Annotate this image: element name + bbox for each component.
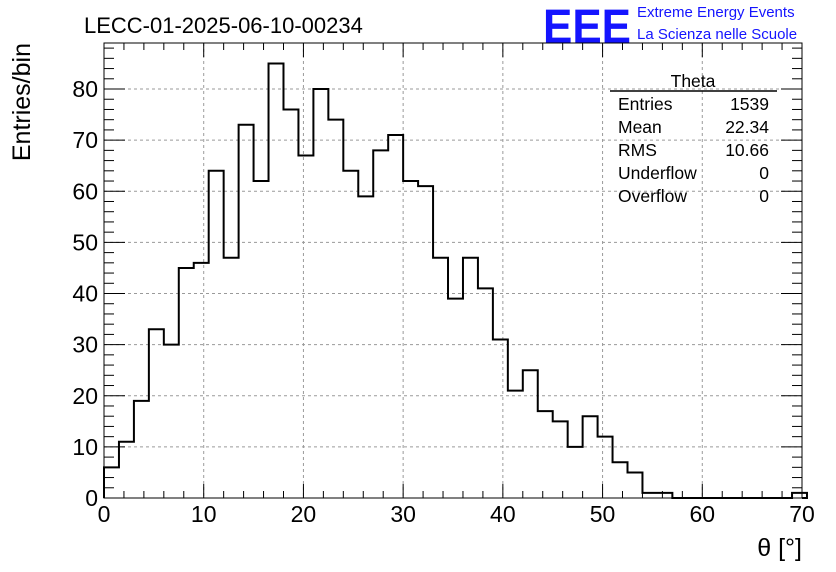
stats-value: 1539 <box>730 94 769 114</box>
logo-line-1: Extreme Energy Events <box>637 4 795 21</box>
stats-value: 0 <box>759 186 769 206</box>
logo: EEE Extreme Energy Events La Scienza nel… <box>543 1 797 54</box>
x-tick-label: 50 <box>590 501 616 527</box>
x-tick-label: 60 <box>689 501 715 527</box>
x-tick-label: 30 <box>390 501 416 527</box>
axis-ticks <box>103 43 803 499</box>
y-tick-label: 80 <box>72 76 98 102</box>
histogram-outline <box>103 62 808 499</box>
stats-value: 0 <box>759 163 769 183</box>
y-tick-label: 50 <box>72 229 98 255</box>
logo-mark: EEE <box>543 1 631 54</box>
y-tick-label: 60 <box>72 178 98 204</box>
stats-box: Theta Entries 1539 Mean 22.34 RMS 10.66 Underf… <box>610 71 777 206</box>
y-tick-label: 30 <box>72 332 98 358</box>
stats-label: Underflow <box>618 163 697 183</box>
x-tick-labels: 0 10 20 30 40 50 60 70 <box>98 501 815 527</box>
stats-rows: Entries 1539 Mean 22.34 RMS 10.66 Underflow 0 Ov… <box>618 94 769 206</box>
stats-label: Overflow <box>618 186 687 206</box>
x-tick-label: 10 <box>191 501 217 527</box>
stats-label: Entries <box>618 94 673 114</box>
y-tick-label: 70 <box>72 127 98 153</box>
stats-value: 10.66 <box>725 140 769 160</box>
x-tick-label: 0 <box>98 501 111 527</box>
stats-label: RMS <box>618 140 657 160</box>
y-tick-label: 0 <box>85 485 98 511</box>
chart-title: LECC-01-2025-06-10-00234 <box>84 13 363 38</box>
plot-frame <box>103 42 803 499</box>
x-tick-label: 20 <box>291 501 317 527</box>
x-axis-title: θ [°] <box>757 534 802 562</box>
x-tick-label: 70 <box>789 501 815 527</box>
y-tick-label: 40 <box>72 281 98 307</box>
stats-value: 22.34 <box>725 117 769 137</box>
y-tick-label: 20 <box>72 383 98 409</box>
logo-line-2: La Scienza nelle Scuole <box>637 26 797 43</box>
stats-title: Theta <box>671 71 716 91</box>
grid-lines <box>104 43 802 498</box>
y-tick-labels: 0 10 20 30 40 50 60 70 80 <box>72 76 98 511</box>
x-tick-label: 40 <box>490 501 516 527</box>
stats-label: Mean <box>618 117 662 137</box>
y-axis-title: Entries/bin <box>8 43 36 161</box>
y-tick-label: 10 <box>72 434 98 460</box>
